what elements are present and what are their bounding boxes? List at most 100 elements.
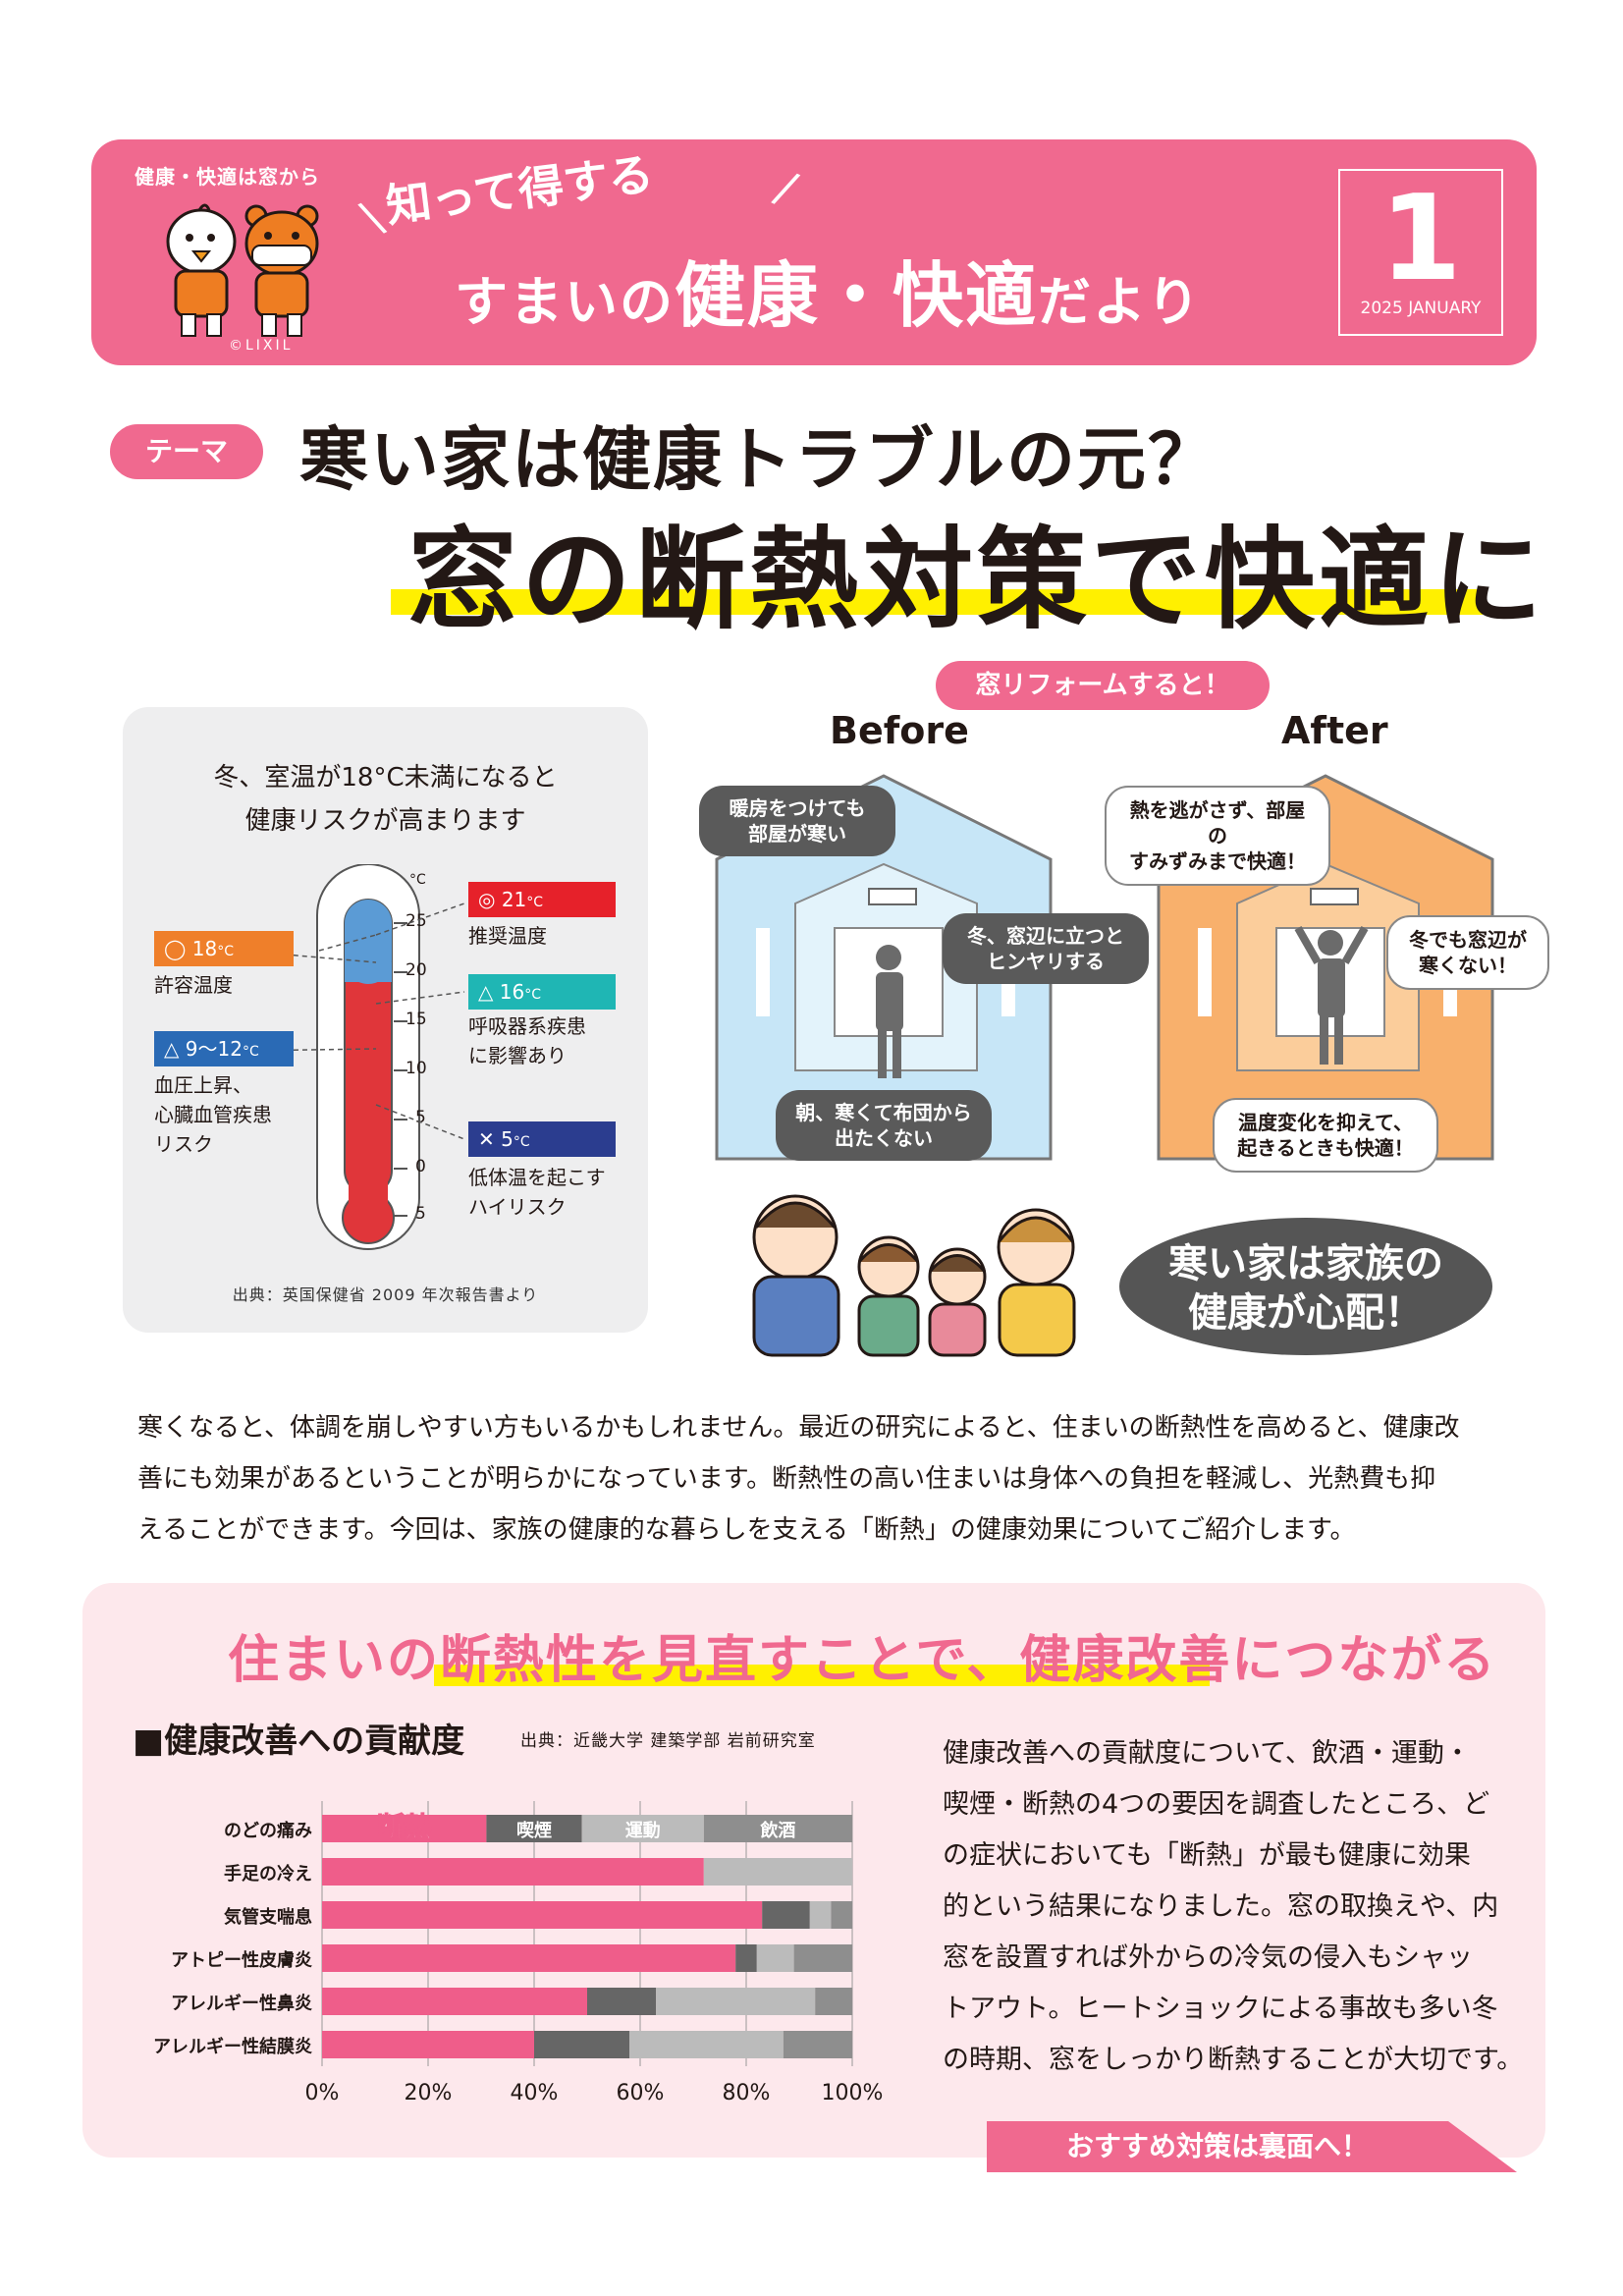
bar-segment	[587, 1988, 657, 2015]
family-worry-line1: 寒い家は家族の	[1168, 1241, 1443, 1286]
section-title: 住まいの断熱性を見直すことで、健康改善につながる	[228, 1631, 1497, 1690]
bar-segment	[703, 1858, 852, 1886]
section-description: 健康改善への貢献度について、飲酒・運動・ 喫煙・断熱の4つの要因を調査したところ…	[943, 1728, 1524, 2086]
cold-family-illustration	[752, 1194, 1076, 1357]
thermometer-caption-line1: 冬、室温が18°C未満になると	[213, 763, 558, 793]
legend-label: 断熱	[377, 1811, 432, 1843]
section-highlight	[434, 1665, 1210, 1686]
description-line-5: 窓を設置すれば外からの冷気の侵入もシャッ	[943, 1942, 1473, 1973]
description-line-7: の時期、窓をしっかり断熱することが大切です。	[943, 2045, 1524, 2075]
title-part-a: すまいの	[455, 271, 675, 333]
next-page-cta[interactable]: おすすめ対策は裏面へ！	[987, 2121, 1517, 2172]
family-worry-line2: 健康が心配！	[1188, 1290, 1424, 1336]
thermometer-leader-lines	[240, 902, 465, 1140]
bar-segment	[534, 2031, 630, 2058]
scale-20: 20	[406, 960, 427, 980]
bar-segment	[762, 1901, 810, 1929]
bar-segment	[486, 1815, 582, 1842]
legend-label: 飲酒	[759, 1820, 795, 1841]
bar-segment	[783, 2031, 852, 2058]
bar-segment	[809, 1901, 832, 1929]
title-part-b: 健康・快適	[675, 254, 1039, 337]
category-label: のどの痛み	[224, 1820, 312, 1841]
level-5-note: 低体温を起こす ハイリスク	[468, 1166, 606, 1219]
reform-pill: 窓リフォームすると！	[936, 661, 1270, 710]
bar-segment	[322, 2031, 534, 2058]
intro-text: 寒くなると、体調を崩しやすい方もいるかもしれません。最近の研究によると、住まいの…	[137, 1402, 1492, 1556]
level-16-note: 呼吸器系疾患 に影響あり	[468, 1014, 586, 1067]
title-part-c: だより	[1038, 271, 1202, 333]
cta-arrow-icon	[987, 2121, 1517, 2172]
description-line-1: 健康改善への貢献度について、飲酒・運動・	[943, 1738, 1471, 1769]
bar-segment	[322, 1944, 736, 1972]
bar-segment	[831, 1901, 852, 1929]
level-9-12-label: △ 9〜12°C	[154, 1031, 294, 1066]
intro-line2: 善にも効果があるということが明らかになっています。断熱性の高い住まいは身体への負…	[137, 1464, 1436, 1494]
thermometer-caption: 冬、室温が18°C未満になると 健康リスクが高まります	[123, 756, 648, 843]
after-bubble-window: 冬でも窓辺が 寒くない！	[1386, 915, 1549, 990]
level-16-label: △ 16°C	[468, 974, 616, 1010]
bar-segment	[703, 1815, 852, 1842]
scale-10: 10	[406, 1059, 427, 1078]
x-tick-label: 100%	[822, 2081, 884, 2102]
brand-logo: ©LIXIL	[229, 338, 294, 354]
scale-minus5: 5	[415, 1204, 426, 1224]
bar-segment	[793, 1944, 852, 1972]
theme-highlight	[391, 589, 1483, 615]
description-line-4: 的という結果になりました。窓の取換えや、内	[943, 1891, 1499, 1922]
family-worry-bubble: 寒い家は家族の 健康が心配！	[1119, 1218, 1492, 1355]
description-line-3: の症状においても「断熱」が最も健康に効果	[943, 1840, 1471, 1871]
scale-unit: °C	[409, 872, 426, 888]
category-label: アトピー性皮膚炎	[171, 1949, 312, 1971]
theme-headline-1: 寒い家は健康トラブルの元？	[299, 419, 1218, 500]
legend-label: 運動	[625, 1820, 661, 1841]
header-title: すまいの健康・快適だより	[455, 238, 1202, 341]
scale-25: 25	[406, 911, 427, 931]
scale-0: 0	[415, 1157, 426, 1176]
category-label: アレルギー性結膜炎	[153, 2036, 312, 2057]
bar-segment	[322, 1815, 487, 1842]
mascot-characters-icon	[166, 203, 319, 337]
bar-segment	[815, 1988, 852, 2015]
header-banner: 健康・快適は窓から ©LIXIL \ 知って得する / すまいの健康・快適だより…	[91, 139, 1537, 365]
after-bubble-heat: 熱を逃がさず、部屋の すみずみまで快適！	[1105, 786, 1330, 886]
chart-source: 出典：近畿大学 建築学部 岩前研究室	[520, 1731, 816, 1751]
intro-line1: 寒くなると、体調を崩しやすい方もいるかもしれません。最近の研究によると、住まいの…	[137, 1413, 1460, 1443]
after-label: After	[1281, 709, 1388, 752]
theme-pill: テーマ	[110, 424, 263, 479]
thermometer-caption-line2: 健康リスクが高まります	[244, 806, 526, 836]
scale-15: 15	[406, 1010, 427, 1029]
after-bubble-morning: 温度変化を抑えて、 起きるときも快適！	[1213, 1098, 1438, 1173]
x-tick-label: 80%	[723, 2081, 771, 2102]
x-tick-label: 60%	[617, 2081, 665, 2102]
legend-label: 喫煙	[516, 1820, 552, 1841]
before-bubble-heating: 暖房をつけても 部屋が寒い	[699, 786, 895, 856]
before-label: Before	[830, 709, 969, 752]
level-9-12-note: 血圧上昇、 心臓血管疾患 リスク	[154, 1073, 272, 1156]
chart-title: ■健康改善への貢献度	[133, 1722, 465, 1761]
bar-segment	[322, 1988, 587, 2015]
bar-segment	[735, 1944, 757, 1972]
before-bubble-window: 冬、窓辺に立つと ヒンヤリする	[943, 913, 1149, 984]
issue-box: 1 2025 JANUARY	[1338, 169, 1503, 336]
description-line-6: トアウト。ヒートショックによる事故も多い冬	[943, 1994, 1498, 2024]
issue-date: 2025 JANUARY	[1360, 299, 1482, 318]
category-label: 手足の冷え	[224, 1863, 312, 1885]
level-21-note: 推奨温度	[468, 924, 547, 948]
x-tick-label: 20%	[405, 2081, 453, 2102]
bar-segment	[581, 1815, 704, 1842]
bar-segment	[322, 1858, 704, 1886]
thermometer-source: 出典：英国保健省 2009 年次報告書より	[232, 1285, 539, 1304]
intro-line3: えることができます。今回は、家族の健康的な暮らしを支える「断熱」の健康効果につい…	[137, 1515, 1356, 1545]
scale-5: 5	[415, 1108, 426, 1127]
cta-label: おすすめ対策は裏面へ！	[1065, 2130, 1369, 2162]
thermometer-icon	[316, 864, 420, 1250]
header-subtitle: 知って得する	[383, 146, 657, 233]
category-label: アレルギー性鼻炎	[171, 1993, 312, 2014]
contribution-chart: 0% 20% 40% 60% 80% 100% のどの痛み手足の冷え気管支喘息アトピー性皮膚…	[153, 1801, 884, 2102]
bar-segment	[629, 2031, 784, 2058]
bar-segment	[756, 1944, 794, 1972]
before-bubble-morning: 朝、寒くて布団から 出たくない	[776, 1090, 992, 1161]
x-tick-label: 0%	[305, 2081, 340, 2102]
issue-number: 1	[1380, 171, 1462, 307]
